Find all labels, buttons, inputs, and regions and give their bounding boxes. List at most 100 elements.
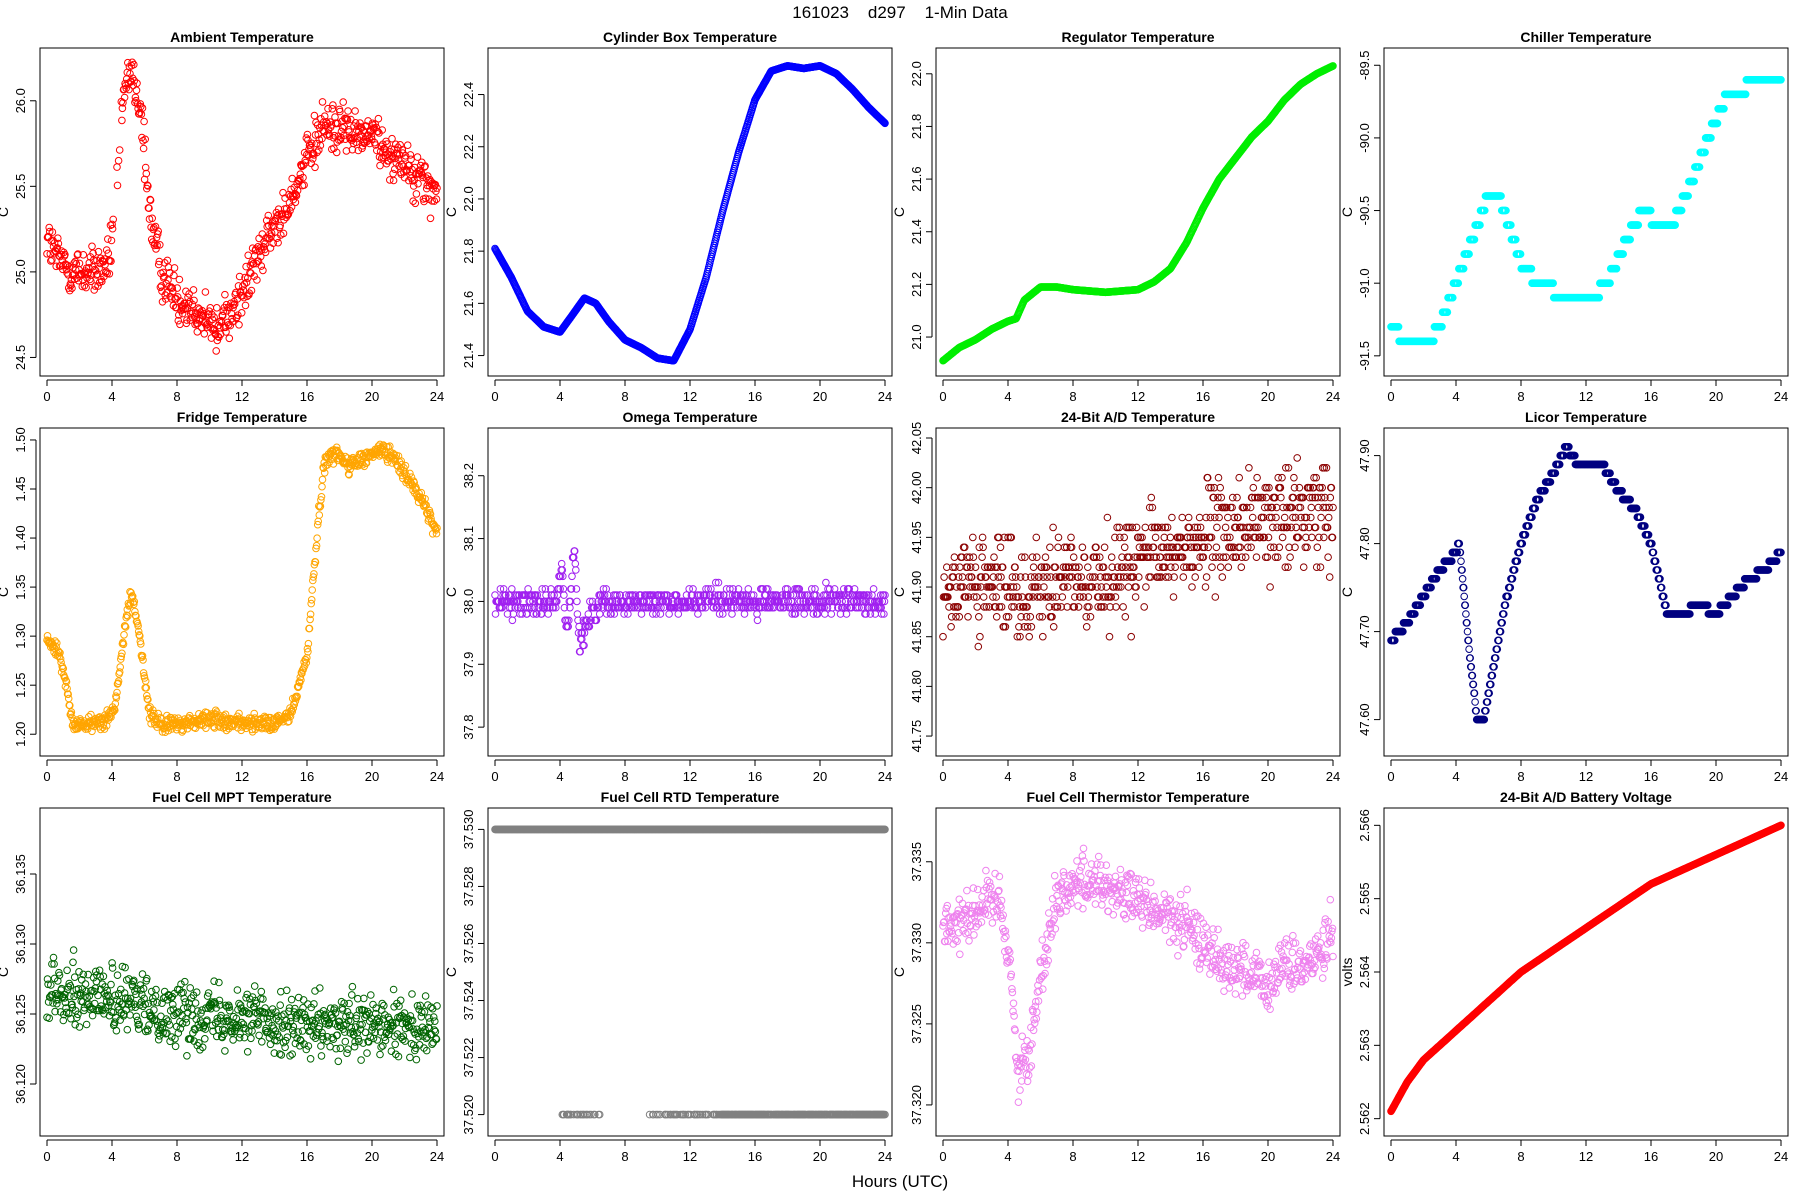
data-point — [173, 284, 181, 292]
data-point — [168, 284, 177, 292]
data-point — [728, 610, 736, 618]
data-point — [201, 288, 210, 296]
data-point — [1100, 543, 1109, 552]
data-point — [342, 147, 351, 155]
y-tick-label: 21.8 — [909, 114, 924, 139]
data-point — [491, 610, 500, 618]
data-point — [210, 325, 219, 334]
y-tick-label: 21.6 — [909, 166, 924, 191]
data-point — [212, 347, 220, 355]
y-tick-label: -89.5 — [1357, 50, 1372, 80]
data-point — [1147, 493, 1156, 502]
data-point — [426, 214, 435, 223]
data-point — [978, 553, 986, 562]
data-point — [409, 182, 418, 190]
data-point — [1188, 583, 1196, 591]
y-tick-label: 25.5 — [13, 174, 28, 199]
data-point — [116, 663, 124, 671]
y-tick-label: 41.80 — [909, 670, 924, 703]
data-point — [409, 197, 417, 205]
panel-title: Cylinder Box Temperature — [603, 29, 777, 45]
data-point — [1151, 533, 1160, 542]
data-point — [333, 119, 342, 128]
data-point — [1171, 563, 1179, 572]
data-point — [68, 284, 76, 293]
x-tick-label: 24 — [1326, 389, 1340, 404]
data-point — [195, 316, 203, 324]
data-point — [316, 141, 325, 150]
data-point — [161, 291, 169, 299]
data-point — [974, 642, 983, 651]
data-point — [573, 597, 581, 606]
data-point — [65, 263, 73, 271]
data-point — [137, 102, 145, 111]
data-point — [87, 271, 96, 279]
data-point — [307, 139, 316, 148]
data-point — [90, 286, 98, 294]
data-point — [376, 161, 384, 170]
x-tick-label: 16 — [300, 769, 314, 784]
data-point — [156, 283, 165, 292]
x-tick-label: 16 — [300, 389, 314, 404]
data-point — [313, 148, 321, 157]
data-point — [193, 328, 202, 336]
data-point — [401, 152, 410, 160]
data-point — [52, 262, 61, 271]
data-point — [331, 113, 339, 121]
data-point — [1025, 632, 1033, 641]
data-point — [228, 314, 236, 323]
data-point — [309, 155, 317, 163]
data-point — [315, 511, 324, 519]
data-point — [329, 460, 338, 468]
y-tick-label: 24.5 — [13, 345, 28, 370]
y-tick-label: 1.45 — [13, 476, 28, 501]
data-point — [352, 138, 361, 147]
x-tick-label: 8 — [173, 389, 180, 404]
data-point — [384, 157, 393, 165]
data-point — [286, 206, 294, 215]
data-point — [1120, 543, 1129, 552]
data-point — [64, 694, 73, 703]
data-point — [79, 251, 88, 259]
data-point — [1102, 583, 1111, 591]
data-point — [407, 155, 415, 164]
y-tick-label: 41.75 — [909, 720, 924, 753]
data-point — [94, 247, 103, 256]
data-point — [419, 173, 427, 182]
y-tick-label: 21.8 — [461, 238, 476, 263]
x-tick-label: 24 — [1774, 389, 1788, 404]
x-tick-label: 16 — [748, 769, 762, 784]
data-point — [595, 610, 604, 618]
data-point — [753, 610, 761, 618]
data-point — [1120, 533, 1128, 542]
data-point — [242, 278, 251, 287]
data-point — [311, 131, 320, 139]
data-point — [299, 173, 307, 182]
y-axis-label: C — [0, 207, 11, 217]
data-point — [1039, 632, 1047, 641]
panel-title: 24-Bit A/D Temperature — [1061, 409, 1215, 425]
data-point — [138, 104, 147, 112]
data-point — [1132, 523, 1141, 532]
data-point — [328, 105, 337, 113]
data-point — [249, 259, 258, 268]
data-point — [115, 146, 124, 154]
data-point — [1082, 623, 1091, 631]
data-point — [239, 286, 248, 294]
data-point — [175, 275, 184, 284]
data-point — [109, 215, 117, 224]
data-point — [412, 190, 421, 198]
plot-frame — [39, 427, 445, 757]
data-point — [250, 272, 258, 281]
data-point — [975, 613, 983, 621]
y-tick-label: 41.85 — [909, 620, 924, 653]
x-tick-label: 0 — [43, 389, 50, 404]
data-point — [367, 132, 376, 141]
data-point — [433, 184, 441, 192]
data-point — [315, 146, 323, 154]
data-point — [1067, 533, 1075, 542]
panel-title: Omega Temperature — [622, 409, 757, 425]
data-point — [950, 553, 959, 562]
